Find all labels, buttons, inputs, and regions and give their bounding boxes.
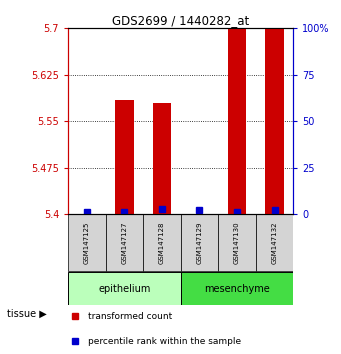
Text: percentile rank within the sample: percentile rank within the sample xyxy=(88,337,241,346)
Bar xyxy=(181,272,293,305)
Text: GSM147132: GSM147132 xyxy=(271,221,278,264)
Text: GSM147130: GSM147130 xyxy=(234,221,240,264)
Text: epithelium: epithelium xyxy=(98,284,151,294)
Bar xyxy=(68,272,181,305)
Text: GSM147128: GSM147128 xyxy=(159,221,165,264)
Text: GSM147129: GSM147129 xyxy=(196,221,203,264)
Text: GSM147127: GSM147127 xyxy=(121,221,128,264)
Bar xyxy=(152,103,171,214)
Text: GSM147125: GSM147125 xyxy=(84,221,90,263)
Bar xyxy=(256,214,293,270)
Bar xyxy=(106,214,143,270)
Bar xyxy=(227,28,246,214)
Bar xyxy=(265,28,284,214)
Text: mesenchyme: mesenchyme xyxy=(204,284,270,294)
Bar xyxy=(143,214,181,270)
Text: tissue ▶: tissue ▶ xyxy=(7,308,47,318)
Title: GDS2699 / 1440282_at: GDS2699 / 1440282_at xyxy=(112,14,249,27)
Bar xyxy=(181,214,218,270)
Bar xyxy=(115,99,134,214)
Text: transformed count: transformed count xyxy=(88,312,173,321)
Bar xyxy=(68,214,106,270)
Bar xyxy=(218,214,256,270)
